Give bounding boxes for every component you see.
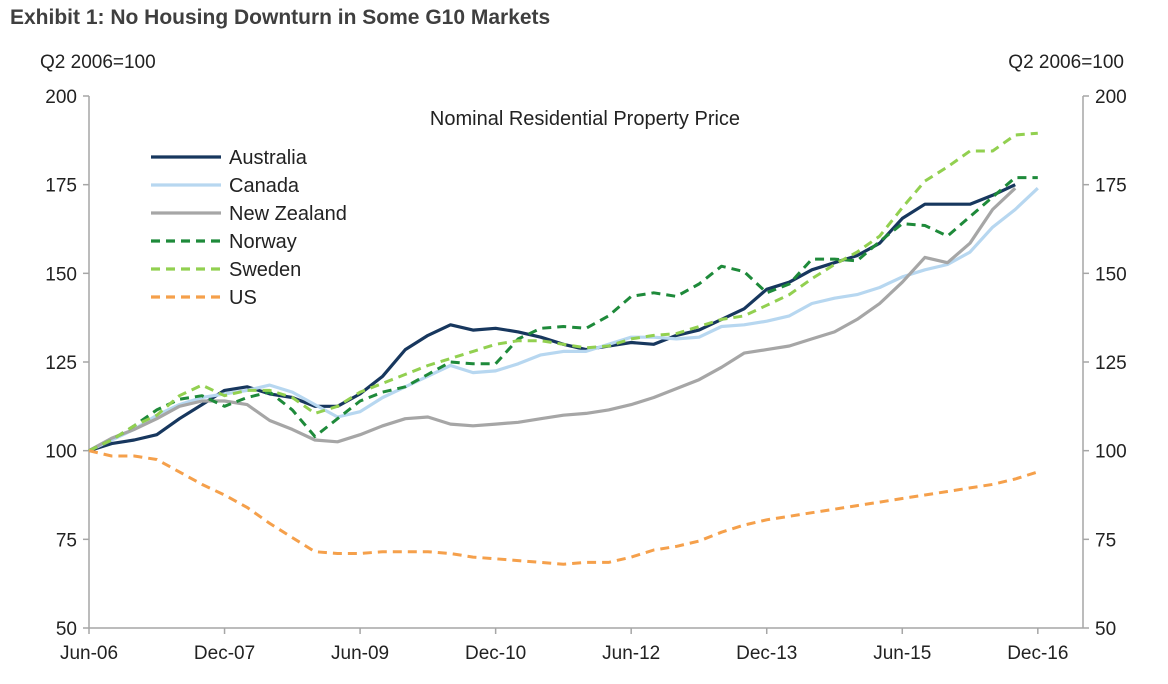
series-line-australia (88, 183, 1016, 453)
x-tick-label: Jun-12 (602, 643, 660, 664)
x-tick-label: Jun-06 (60, 643, 118, 664)
legend-label-canada: Canada (229, 175, 300, 197)
y-tick-label-right: 175 (1095, 176, 1127, 197)
y-tick-label-right: 125 (1095, 353, 1127, 374)
y-tick-label-left: 75 (56, 530, 77, 551)
chart-title: Nominal Residential Property Price (430, 108, 740, 130)
series-line-canada (88, 187, 1039, 453)
x-tick-label: Jun-09 (331, 643, 389, 664)
y-tick-label-right: 200 (1095, 87, 1127, 108)
legend-label-sweden: Sweden (229, 259, 301, 281)
legend-label-us: US (229, 287, 257, 309)
x-tick-label: Dec-10 (465, 643, 526, 664)
y-tick-label-right: 100 (1095, 442, 1127, 463)
x-tick-label: Dec-07 (194, 643, 255, 664)
x-tick-label: Dec-13 (736, 643, 797, 664)
y-tick-label-right: 75 (1095, 530, 1116, 551)
x-tick-label: Jun-15 (873, 643, 931, 664)
series-line-new-zealand (88, 187, 1017, 453)
right-axis-unit-label: Q2 2006=100 (1008, 52, 1124, 73)
y-tick-label-left: 175 (45, 176, 77, 197)
y-tick-label-left: 50 (56, 619, 77, 640)
y-tick-label-right: 50 (1095, 619, 1116, 640)
left-axis-unit-label: Q2 2006=100 (40, 52, 156, 73)
legend-label-australia: Australia (229, 147, 308, 169)
y-tick-label-left: 100 (45, 442, 77, 463)
series-line-us (88, 449, 1039, 566)
y-tick-label-left: 200 (45, 87, 77, 108)
exhibit-title: Exhibit 1: No Housing Downturn in Some G… (10, 6, 551, 29)
y-tick-label-left: 125 (45, 353, 77, 374)
x-tick-label: Dec-16 (1007, 643, 1068, 664)
series-layer (88, 131, 1039, 566)
legend-label-new-zealand: New Zealand (229, 203, 347, 225)
y-tick-label-right: 150 (1095, 264, 1127, 285)
series-line-sweden (88, 131, 1038, 453)
chart-legend: Australia Canada New Zealand Norway Sweden US (151, 147, 347, 309)
series-line-norway (88, 176, 1038, 453)
y-tick-label-left: 150 (45, 264, 77, 285)
legend-label-norway: Norway (229, 231, 297, 253)
chart-axes: 50 50 75 75 100 100 125 125 150 150 175 175 200 200 Ju… (45, 87, 1126, 664)
